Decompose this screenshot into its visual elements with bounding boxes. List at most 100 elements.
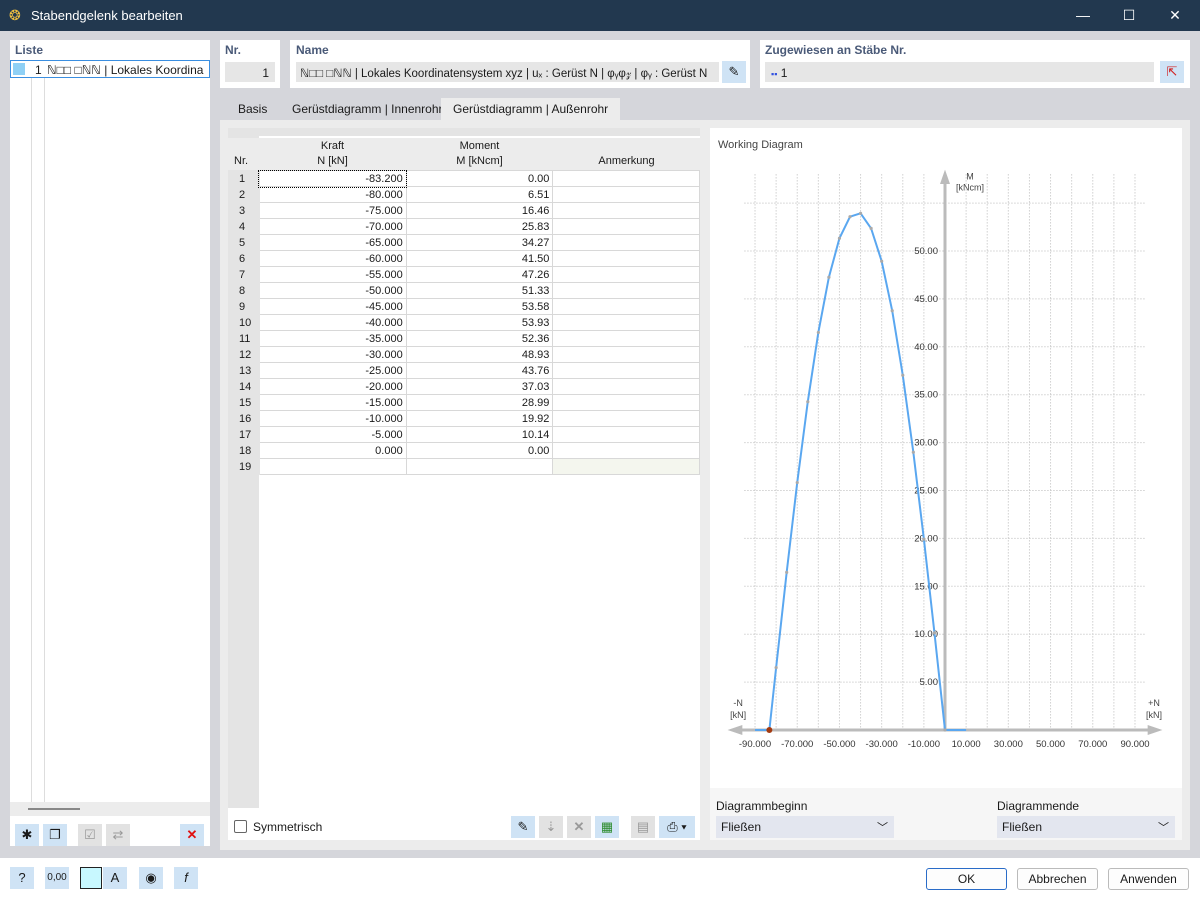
maximize-button[interactable]: ☐ [1122,7,1136,23]
cell-note[interactable] [552,330,700,347]
cell-moment[interactable]: 48.93 [405,346,554,363]
cell-moment[interactable]: 47.26 [405,266,554,283]
cell-kraft[interactable]: -25.000 [258,362,407,379]
close-button[interactable]: ✕ [1169,7,1181,23]
cell-kraft[interactable]: -70.000 [258,218,407,235]
list-item[interactable]: 1 ℕ□□ □ℕℕ | Lokales Koordina [10,60,210,78]
cancel-button[interactable]: Abbrechen [1017,868,1098,890]
cell-kraft[interactable]: -75.000 [258,202,407,219]
cell-moment[interactable]: 51.33 [405,282,554,299]
tab-aussenrohr[interactable]: Gerüstdiagramm | Außenrohr [441,98,621,120]
diagram-begin-select[interactable]: Fließen ﹀ [716,816,894,838]
cell-kraft[interactable]: -50.000 [258,282,407,299]
select-members-button[interactable]: ⇱ [1160,61,1184,83]
cell-kraft[interactable]: -40.000 [258,314,407,331]
cell-moment[interactable]: 28.99 [405,394,554,411]
cell-kraft[interactable]: -45.000 [258,298,407,315]
cell-note[interactable] [552,410,700,427]
ok-button[interactable]: OK [926,868,1007,890]
cell-note[interactable] [552,378,700,395]
x-axis-arrow-left [727,725,743,735]
data-table: 1 -83.200 0.00 2 -80.000 6.51 3 -75.000 16.46 4 -7… [228,169,700,475]
cell-note[interactable] [552,234,700,251]
cell-kraft[interactable]: -80.000 [258,186,407,203]
excel-export-button[interactable]: ▦ [595,816,619,838]
cell-note[interactable] [552,314,700,331]
cell-moment[interactable] [405,458,554,475]
cell-note[interactable] [552,170,700,187]
formula-icon[interactable]: f [174,867,198,889]
cell-note[interactable] [552,266,700,283]
cell-note[interactable] [552,426,700,443]
cell-moment[interactable]: 0.00 [405,170,554,187]
cell-note[interactable] [552,442,700,459]
tab-basis[interactable]: Basis [226,98,280,120]
tab-innenrohr[interactable]: Gerüstdiagramm | Innenrohr [280,98,455,120]
cell-kraft[interactable]: -55.000 [258,266,407,283]
cell-kraft[interactable]: 0.000 [258,442,407,459]
delete-button[interactable]: ✕ [180,824,204,846]
cell-kraft[interactable]: -20.000 [258,378,407,395]
diagram-end-select[interactable]: Fließen ﹀ [997,816,1175,838]
name-field[interactable]: ℕ□□ □ℕℕ | Lokales Koordinatensystem xyz … [296,62,719,82]
cell-kraft[interactable]: -30.000 [258,346,407,363]
cell-kraft[interactable]: -5.000 [258,426,407,443]
series-line [768,212,946,731]
cell-moment[interactable]: 41.50 [405,250,554,267]
cell-kraft[interactable]: -83.200 [258,169,408,188]
cell-kraft[interactable]: -65.000 [258,234,407,251]
cell-note[interactable] [552,218,700,235]
cell-note[interactable] [552,394,700,411]
cell-kraft[interactable]: -60.000 [258,250,407,267]
edit-table-button[interactable]: ✎ [511,816,535,838]
help-icon[interactable]: ? [10,867,34,889]
cell-moment[interactable]: 10.14 [405,426,554,443]
symmetric-checkbox[interactable] [234,820,247,833]
cell-moment[interactable]: 34.27 [405,234,554,251]
cell-kraft[interactable]: -10.000 [258,410,407,427]
horizontal-scrollbar[interactable] [10,802,210,816]
cell-moment[interactable]: 37.03 [405,378,554,395]
delete-row-button[interactable]: ✕ [567,816,591,838]
header-kraft: Kraft [320,140,345,152]
display-settings-icon[interactable]: A [103,867,127,889]
print-button[interactable]: ⎙ ▾ [659,816,695,838]
cell-moment[interactable]: 16.46 [405,202,554,219]
cell-note[interactable] [552,346,700,363]
cell-kraft[interactable]: -15.000 [258,394,407,411]
cell-moment[interactable]: 52.36 [405,330,554,347]
minimize-button[interactable]: — [1076,7,1090,23]
copy-item-button[interactable]: ❐ [43,824,67,846]
cell-kraft[interactable] [258,458,407,475]
cell-note[interactable] [552,298,700,315]
excel-import-button[interactable]: ▤ [631,816,655,838]
color-icon[interactable] [80,867,102,889]
cell-moment[interactable]: 19.92 [405,410,554,427]
cell-moment[interactable]: 53.93 [405,314,554,331]
cell-note[interactable] [552,362,700,379]
new-item-button[interactable]: ✱ [15,824,39,846]
apply-button[interactable]: Anwenden [1108,868,1189,890]
cell-kraft[interactable]: -35.000 [258,330,407,347]
sort-button[interactable]: ⇣ [539,816,563,838]
cell-note[interactable] [552,282,700,299]
x-tick-label: -90.000 [739,739,771,750]
cell-note[interactable] [552,250,700,267]
nr-field[interactable]: 1 [225,62,275,82]
view-icon[interactable]: ◉ [139,867,163,889]
decimal-places-icon[interactable]: 0,00 [45,867,69,889]
cell-moment[interactable]: 25.83 [405,218,554,235]
renumber-button[interactable]: ⇄ [106,824,130,846]
cell-moment[interactable]: 43.76 [405,362,554,379]
assigned-value: 1 [780,66,788,80]
cell-note[interactable] [552,202,700,219]
check-button[interactable]: ☑ [78,824,102,846]
cell-moment[interactable]: 0.00 [405,442,554,459]
cell-moment[interactable]: 6.51 [405,186,554,203]
edit-name-button[interactable]: ✎ [722,61,746,83]
cell-moment[interactable]: 53.58 [405,298,554,315]
assigned-field[interactable]: ▪▪ 1 [765,62,1154,82]
cell-note[interactable] [552,458,700,475]
cell-note[interactable] [552,186,700,203]
app-icon: ❂ [9,7,21,23]
